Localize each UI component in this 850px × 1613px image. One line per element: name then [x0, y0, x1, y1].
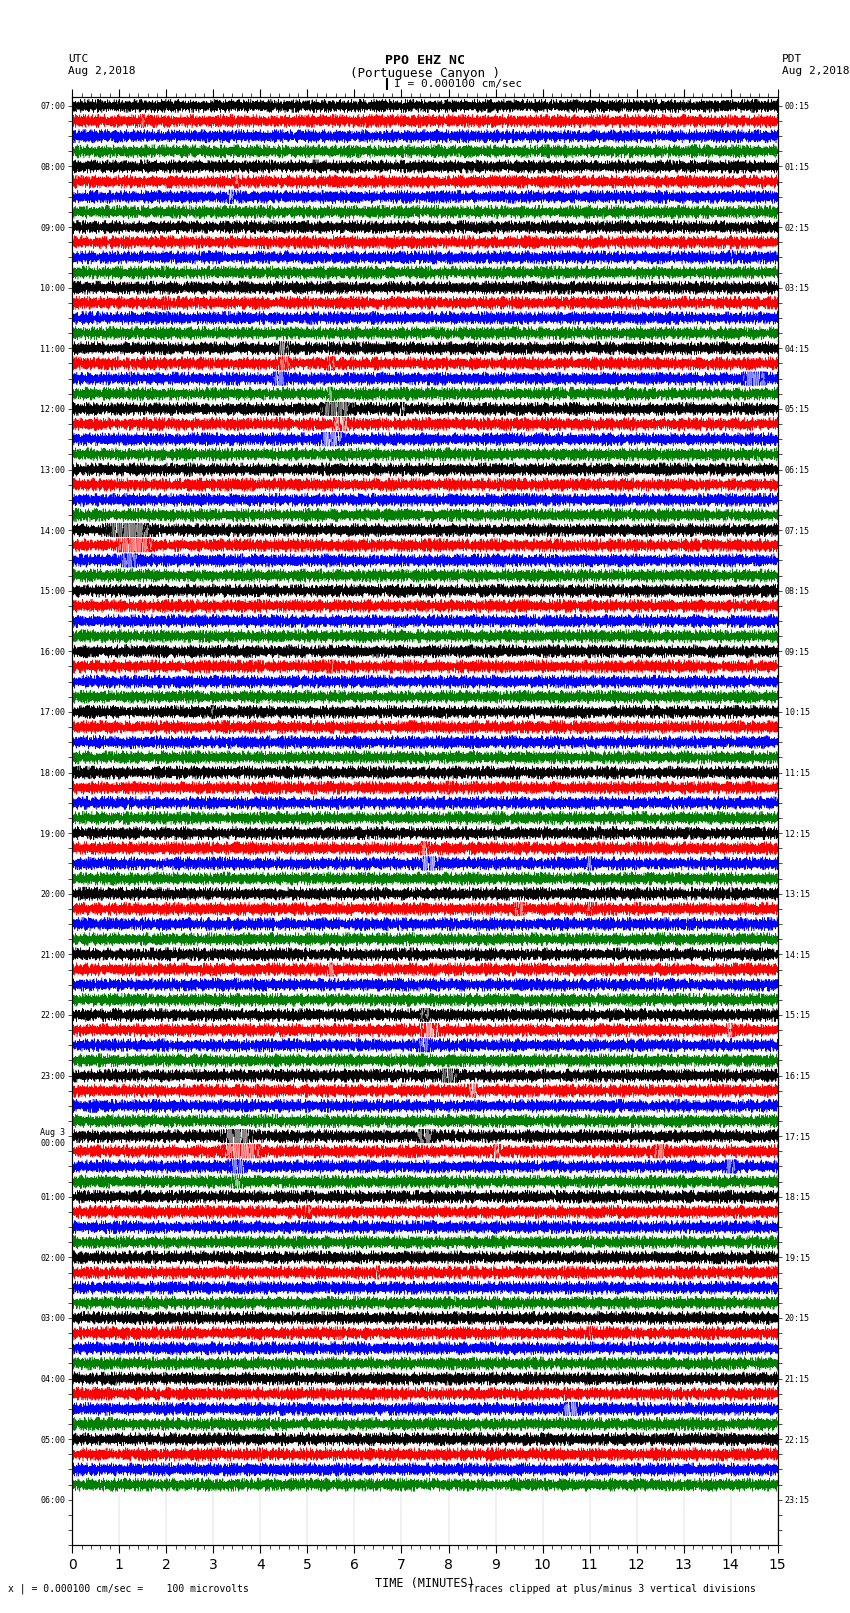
- Text: Aug 2,2018: Aug 2,2018: [782, 66, 849, 76]
- Text: UTC: UTC: [68, 53, 88, 65]
- Text: PPO EHZ NC: PPO EHZ NC: [385, 53, 465, 68]
- Text: x | = 0.000100 cm/sec =    100 microvolts: x | = 0.000100 cm/sec = 100 microvolts: [8, 1582, 249, 1594]
- Text: PDT: PDT: [782, 53, 802, 65]
- Text: I = 0.000100 cm/sec: I = 0.000100 cm/sec: [394, 79, 522, 89]
- Text: Traces clipped at plus/minus 3 vertical divisions: Traces clipped at plus/minus 3 vertical …: [468, 1584, 756, 1594]
- Text: (Portuguese Canyon ): (Portuguese Canyon ): [350, 66, 500, 81]
- X-axis label: TIME (MINUTES): TIME (MINUTES): [375, 1576, 475, 1590]
- Text: Aug 2,2018: Aug 2,2018: [68, 66, 135, 76]
